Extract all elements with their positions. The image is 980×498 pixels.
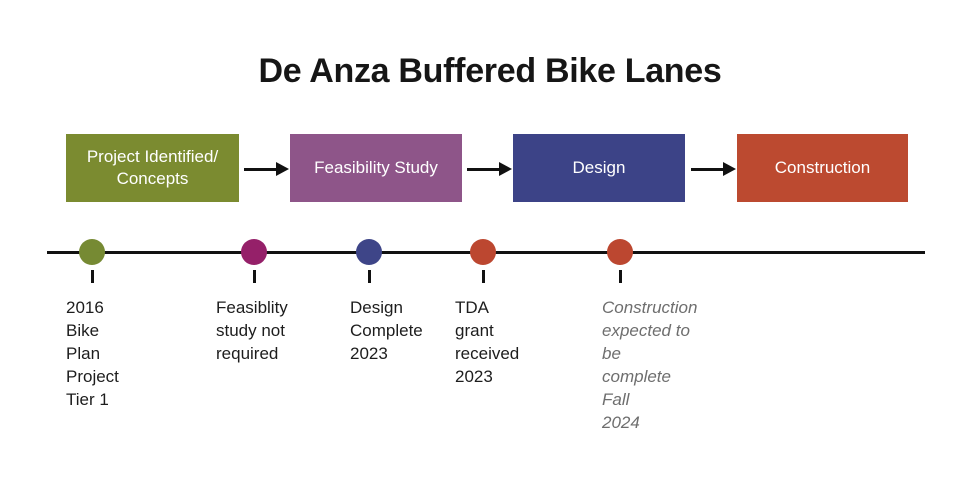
milestone-dot [470, 239, 496, 265]
milestone-dot [241, 239, 267, 265]
page-title: De Anza Buffered Bike Lanes [258, 52, 722, 90]
milestone-tick [618, 270, 622, 283]
arrow-right-icon [244, 162, 289, 177]
milestone-dot [79, 239, 105, 265]
milestone-dot [356, 239, 382, 265]
milestone-dot [607, 239, 633, 265]
milestone-label: Construction expected to be complete Fal… [602, 298, 698, 432]
arrow-head [276, 162, 289, 176]
arrow-right-icon [691, 162, 736, 177]
stage-box-design: Design [513, 134, 685, 202]
milestone-tick [367, 270, 371, 283]
stage-box-feasibility-study: Feasibility Study [290, 134, 462, 202]
milestone-tick [481, 270, 485, 283]
stage-box-construction: Construction [737, 134, 908, 202]
arrow-shaft [244, 168, 277, 171]
milestone-label: Feasiblity study not required [216, 298, 288, 363]
milestone-label: 2016 Bike Plan Project Tier 1 [66, 298, 119, 409]
milestone-label: TDA grant received 2023 [455, 298, 520, 386]
milestone-tick [90, 270, 94, 283]
milestone-tick [252, 270, 256, 283]
arrow-shaft [467, 168, 500, 171]
milestone-label: Design Complete 2023 [350, 298, 423, 363]
stage-box-project-identified: Project Identified/ Concepts [66, 134, 239, 202]
arrow-right-icon [467, 162, 512, 177]
arrow-head [499, 162, 512, 176]
arrow-shaft [691, 168, 724, 171]
arrow-head [723, 162, 736, 176]
